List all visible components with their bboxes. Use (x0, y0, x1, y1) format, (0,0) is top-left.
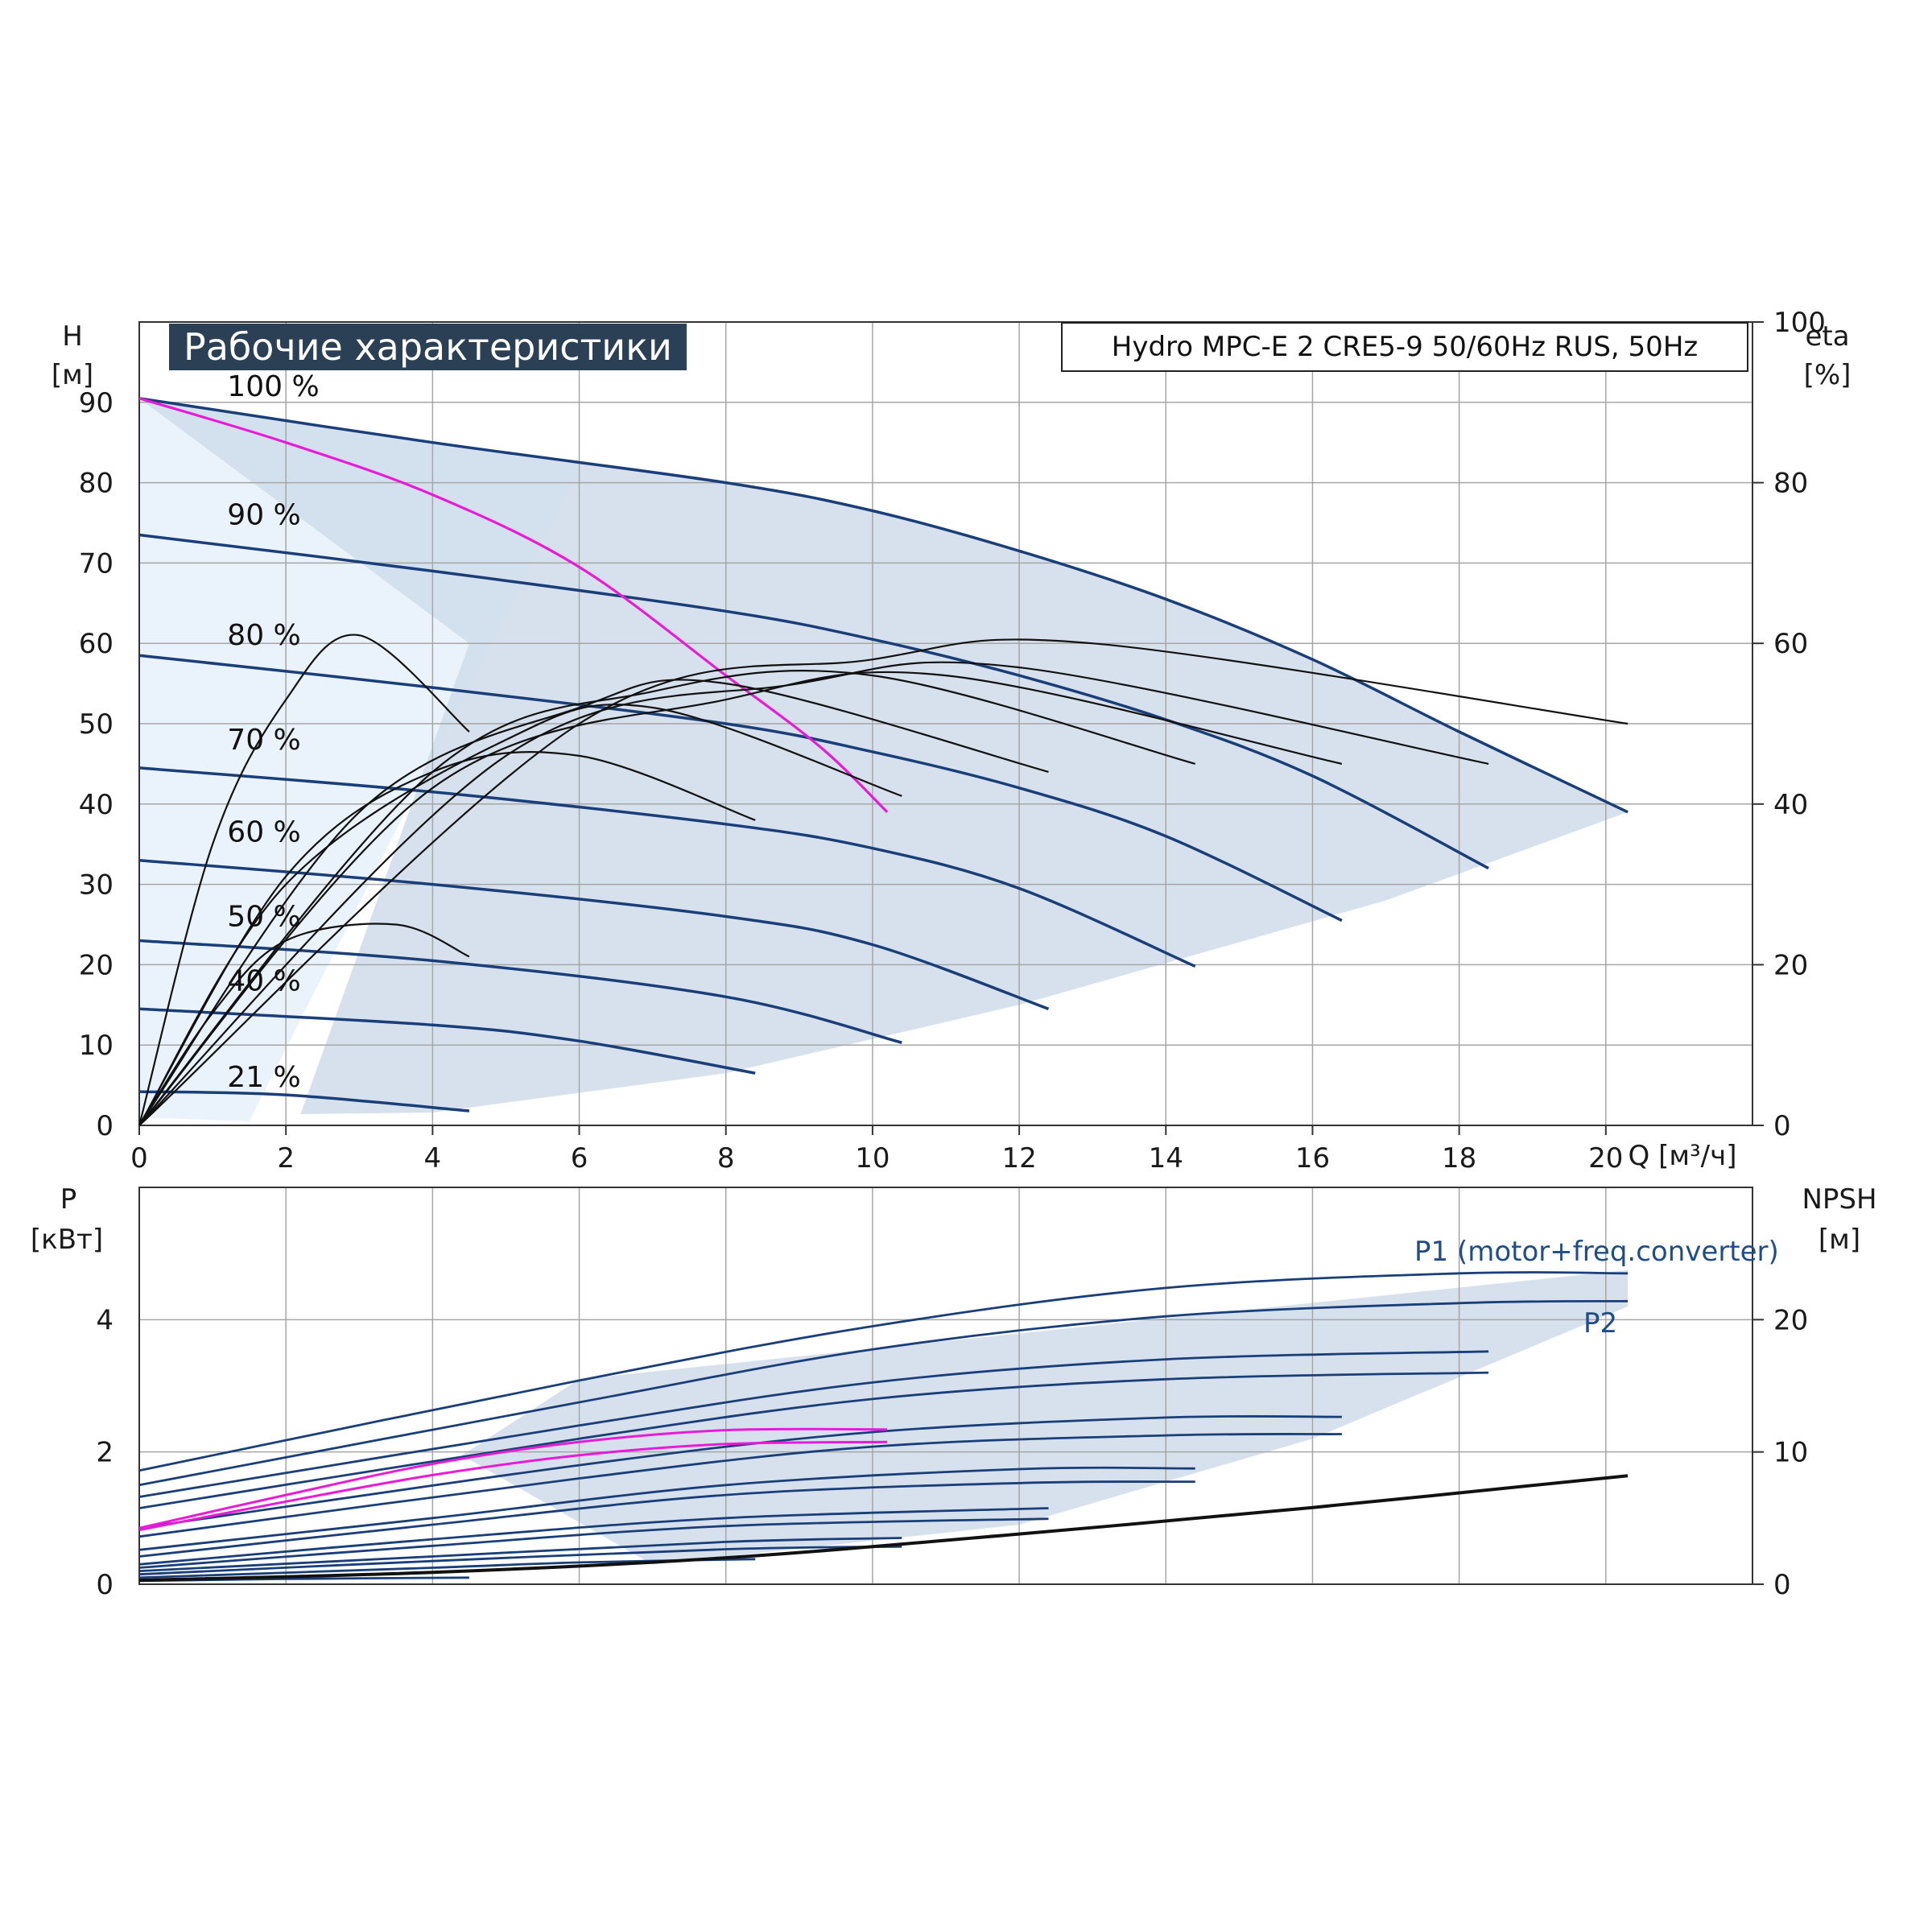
head-curve (138, 766, 1196, 968)
head-curve (138, 1090, 470, 1113)
y2-tick-label: 0 (1773, 1110, 1791, 1142)
plot-frame-top (138, 321, 1753, 1126)
eta-curve (138, 679, 1049, 1126)
p-axis-label: P (60, 1183, 77, 1216)
npsh-tick-label: 10 (1773, 1437, 1808, 1469)
system-curve (138, 397, 889, 813)
y2-tick-label: 40 (1773, 789, 1808, 821)
power-curve (138, 1545, 902, 1576)
x-tick-label: 10 (855, 1142, 890, 1174)
x-tick-label: 14 (1149, 1142, 1183, 1174)
p-tick-label: 4 (96, 1304, 114, 1336)
y-tick-label: 50 (79, 708, 114, 741)
npsh-axis-label: NPSH (1802, 1183, 1877, 1216)
h-axis-label: H (62, 320, 83, 353)
head-curve (138, 533, 1489, 870)
eta-curve (138, 638, 1629, 1126)
y2-tick-label: 60 (1773, 628, 1808, 660)
x-tick-label: 2 (277, 1142, 295, 1174)
p-tick-label: 2 (96, 1437, 114, 1469)
model-label: Hydro MPC-E 2 CRE5-9 50/60Hz RUS, 50Hz (1061, 322, 1748, 372)
head-curve (138, 397, 1629, 814)
power-curve (138, 1371, 1489, 1509)
y-tick-label: 60 (79, 628, 114, 660)
eta-axis-unit: [%] (1803, 359, 1852, 391)
h-axis-unit: [м] (51, 359, 94, 391)
head-curve (138, 1007, 756, 1075)
p1-label: P1 (motor+freq.converter) (1414, 1236, 1779, 1268)
p2-label: P2 (1583, 1307, 1618, 1340)
x-tick-label: 4 (424, 1142, 442, 1174)
head-curve (138, 858, 1050, 1010)
y-tick-label: 0 (96, 1110, 114, 1142)
npsh-curve (138, 1474, 1629, 1583)
power-area (461, 1269, 1629, 1565)
p-axis-unit: [кВт] (30, 1224, 104, 1256)
y2-tick-label: 20 (1773, 949, 1808, 981)
y-tick-label: 70 (79, 547, 114, 580)
power-curve (138, 1517, 1049, 1569)
system-power-curve (138, 1440, 888, 1532)
eta-axis-label: eta (1805, 320, 1850, 353)
speed-label: 70 % (227, 724, 300, 757)
q-axis-label: Q [м³/ч] (1628, 1140, 1737, 1172)
y-tick-label: 90 (79, 387, 114, 419)
npsh-tick-label: 20 (1773, 1304, 1808, 1336)
head-curve (138, 654, 1343, 923)
power-curve (138, 1480, 1195, 1558)
eta-curve (138, 671, 1343, 1126)
eta-curve (138, 704, 902, 1126)
power-curve (138, 1433, 1342, 1538)
y-tick-label: 10 (79, 1030, 114, 1062)
head-curve (138, 939, 902, 1044)
power-curve (138, 1271, 1629, 1472)
y-tick-label: 20 (79, 949, 114, 981)
x-tick-label: 0 (130, 1142, 148, 1174)
speed-label: 100 % (227, 370, 319, 403)
power-curve (138, 1466, 1195, 1551)
y-tick-label: 80 (79, 468, 114, 500)
y2-tick-label: 100 (1773, 307, 1826, 339)
x-tick-label: 6 (571, 1142, 588, 1174)
x-tick-label: 18 (1442, 1142, 1476, 1174)
power-curve (138, 1537, 902, 1572)
power-curve (138, 1350, 1489, 1498)
x-tick-label: 16 (1295, 1142, 1330, 1174)
power-curve (138, 1299, 1629, 1487)
speed-label: 21 % (227, 1061, 300, 1094)
speed-label: 90 % (227, 499, 300, 532)
system-power-curve (138, 1427, 888, 1530)
x-tick-label: 8 (717, 1142, 735, 1174)
power-curve (138, 1414, 1342, 1530)
speed-label: 60 % (227, 816, 300, 849)
plot-frame-bottom (138, 1187, 1753, 1585)
y2-tick-label: 80 (1773, 468, 1808, 500)
eta-curve (138, 661, 1489, 1126)
eta-curve (138, 634, 470, 1126)
x-tick-label: 12 (1001, 1142, 1036, 1174)
y-tick-label: 40 (79, 789, 114, 821)
chart-title: Рабочие характеристики (169, 324, 687, 370)
y-tick-label: 30 (79, 869, 114, 902)
npsh-tick-label: 0 (1773, 1569, 1791, 1601)
x-tick-label: 20 (1588, 1142, 1623, 1174)
npsh-axis-unit: [м] (1818, 1224, 1861, 1256)
eta-curve (138, 669, 1195, 1126)
p-tick-label: 0 (96, 1569, 114, 1601)
speed-label: 80 % (227, 619, 300, 652)
operating-area (139, 398, 1629, 1115)
power-curve (138, 1507, 1049, 1566)
